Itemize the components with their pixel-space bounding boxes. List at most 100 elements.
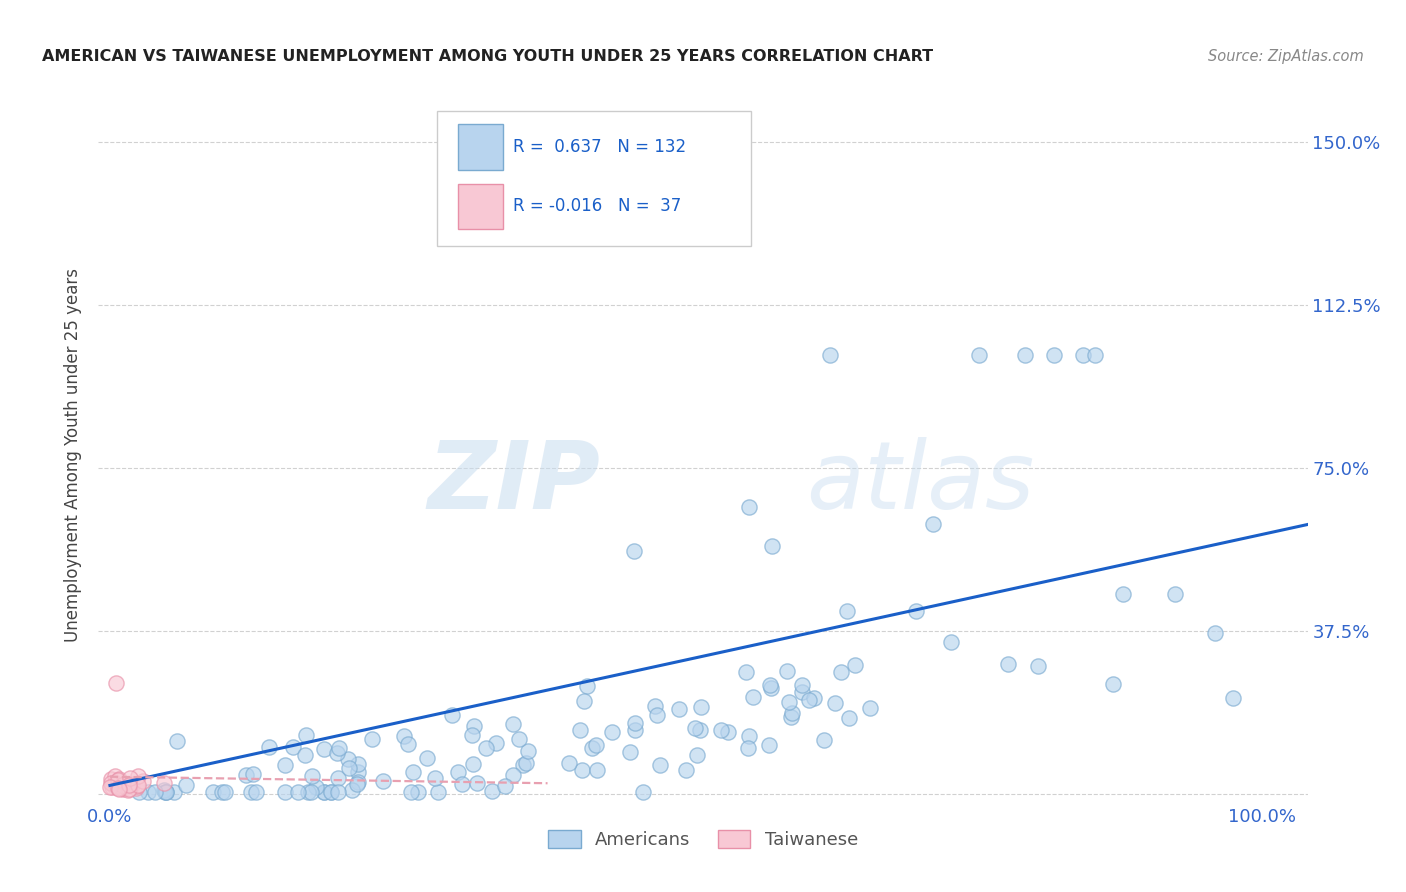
Point <box>104 676 127 690</box>
Point <box>668 702 690 716</box>
Point <box>813 732 835 747</box>
Point <box>118 772 141 786</box>
Point <box>402 765 425 780</box>
Point <box>125 780 148 794</box>
Point <box>105 780 128 794</box>
Point <box>136 785 159 799</box>
Point <box>153 782 176 797</box>
Point <box>759 681 782 696</box>
Point <box>574 694 596 708</box>
Point <box>342 782 364 797</box>
Point <box>312 785 335 799</box>
Point <box>287 785 309 799</box>
Point <box>905 605 928 619</box>
Point <box>299 785 322 799</box>
Point <box>818 348 841 362</box>
Point <box>118 782 141 797</box>
Point <box>758 678 780 692</box>
Point <box>1164 587 1187 601</box>
Point <box>337 752 360 766</box>
Point <box>111 781 134 796</box>
Point <box>515 756 537 770</box>
Point <box>111 778 134 792</box>
Point <box>619 745 641 759</box>
Point <box>242 766 264 780</box>
Point <box>427 785 450 799</box>
Point <box>416 751 439 765</box>
Point <box>647 708 669 723</box>
Point <box>675 763 697 777</box>
Text: R = -0.016   N =  37: R = -0.016 N = 37 <box>513 197 682 215</box>
Point <box>107 781 129 796</box>
Point <box>360 732 382 747</box>
FancyBboxPatch shape <box>457 184 503 229</box>
Point <box>346 756 368 771</box>
Point <box>644 698 666 713</box>
Point <box>581 740 603 755</box>
Point <box>425 771 447 785</box>
Point <box>734 665 756 680</box>
Point <box>830 665 852 679</box>
Text: Source: ZipAtlas.com: Source: ZipAtlas.com <box>1208 49 1364 64</box>
Point <box>633 785 655 799</box>
Point <box>690 700 713 714</box>
Point <box>105 778 128 792</box>
Point <box>328 785 350 799</box>
Point <box>997 657 1019 671</box>
Point <box>312 785 335 799</box>
Point <box>1083 348 1105 362</box>
Point <box>396 737 419 751</box>
Point <box>508 732 530 747</box>
Point <box>447 765 470 780</box>
Point <box>107 773 129 788</box>
Point <box>939 635 962 649</box>
Point <box>111 780 134 795</box>
Point <box>824 697 846 711</box>
Point <box>451 777 474 791</box>
Point <box>1014 348 1036 362</box>
Point <box>294 747 316 762</box>
Point <box>235 767 257 781</box>
Point <box>1112 587 1135 601</box>
Point <box>502 717 524 731</box>
Point <box>571 763 593 777</box>
Point <box>475 741 498 756</box>
Point <box>132 774 155 789</box>
Point <box>494 779 516 793</box>
Point <box>742 690 765 704</box>
Point <box>239 785 262 799</box>
Point <box>163 785 186 799</box>
Point <box>463 719 485 733</box>
Point <box>778 695 800 709</box>
Point <box>211 785 233 799</box>
Point <box>337 761 360 775</box>
Point <box>155 785 177 799</box>
Point <box>585 764 607 778</box>
Point <box>1222 691 1244 706</box>
Point <box>202 785 225 799</box>
Point <box>440 707 463 722</box>
Point <box>1101 677 1123 691</box>
Point <box>838 711 860 725</box>
Point <box>710 723 733 738</box>
Point <box>100 772 122 786</box>
Point <box>738 729 761 743</box>
Point <box>738 500 761 514</box>
Point <box>516 744 538 758</box>
Point <box>1071 348 1094 362</box>
Point <box>737 740 759 755</box>
Point <box>98 780 121 794</box>
Legend: Americans, Taiwanese: Americans, Taiwanese <box>541 823 865 856</box>
Point <box>575 679 598 693</box>
Point <box>689 723 711 737</box>
Text: ZIP: ZIP <box>427 437 600 529</box>
Point <box>373 774 395 789</box>
Text: AMERICAN VS TAIWANESE UNEMPLOYMENT AMONG YOUTH UNDER 25 YEARS CORRELATION CHART: AMERICAN VS TAIWANESE UNEMPLOYMENT AMONG… <box>42 49 934 64</box>
Point <box>127 769 149 783</box>
Point <box>558 756 581 771</box>
Point <box>319 785 342 799</box>
Point <box>118 778 141 792</box>
Point <box>101 780 124 795</box>
Point <box>153 785 176 799</box>
Point <box>115 778 138 792</box>
